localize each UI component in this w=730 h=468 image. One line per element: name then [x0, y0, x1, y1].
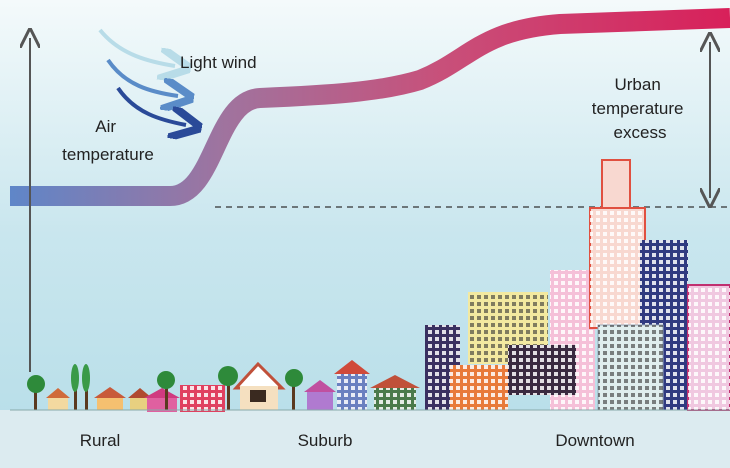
house — [307, 392, 333, 410]
window — [250, 390, 266, 402]
label-line: excess — [614, 123, 667, 142]
windows — [337, 374, 367, 410]
label-line: Air — [95, 117, 116, 136]
label-line: Urban — [614, 75, 660, 94]
wind-label: Light wind — [180, 53, 257, 72]
house — [97, 398, 123, 410]
windows — [598, 325, 663, 410]
windows — [374, 388, 416, 410]
windows — [450, 365, 508, 410]
label-line: temperature — [62, 145, 154, 164]
building — [602, 160, 630, 210]
zone-label: Downtown — [555, 431, 634, 450]
zone-label: Rural — [80, 431, 121, 450]
windows — [180, 385, 225, 412]
label-line: temperature — [592, 99, 684, 118]
windows — [590, 208, 645, 328]
house — [48, 398, 68, 410]
heat-island-diagram: Light wind Air temperature Urban tempera… — [0, 0, 730, 468]
zone-label: Suburb — [298, 431, 353, 450]
windows — [508, 345, 576, 395]
windows — [688, 285, 730, 410]
